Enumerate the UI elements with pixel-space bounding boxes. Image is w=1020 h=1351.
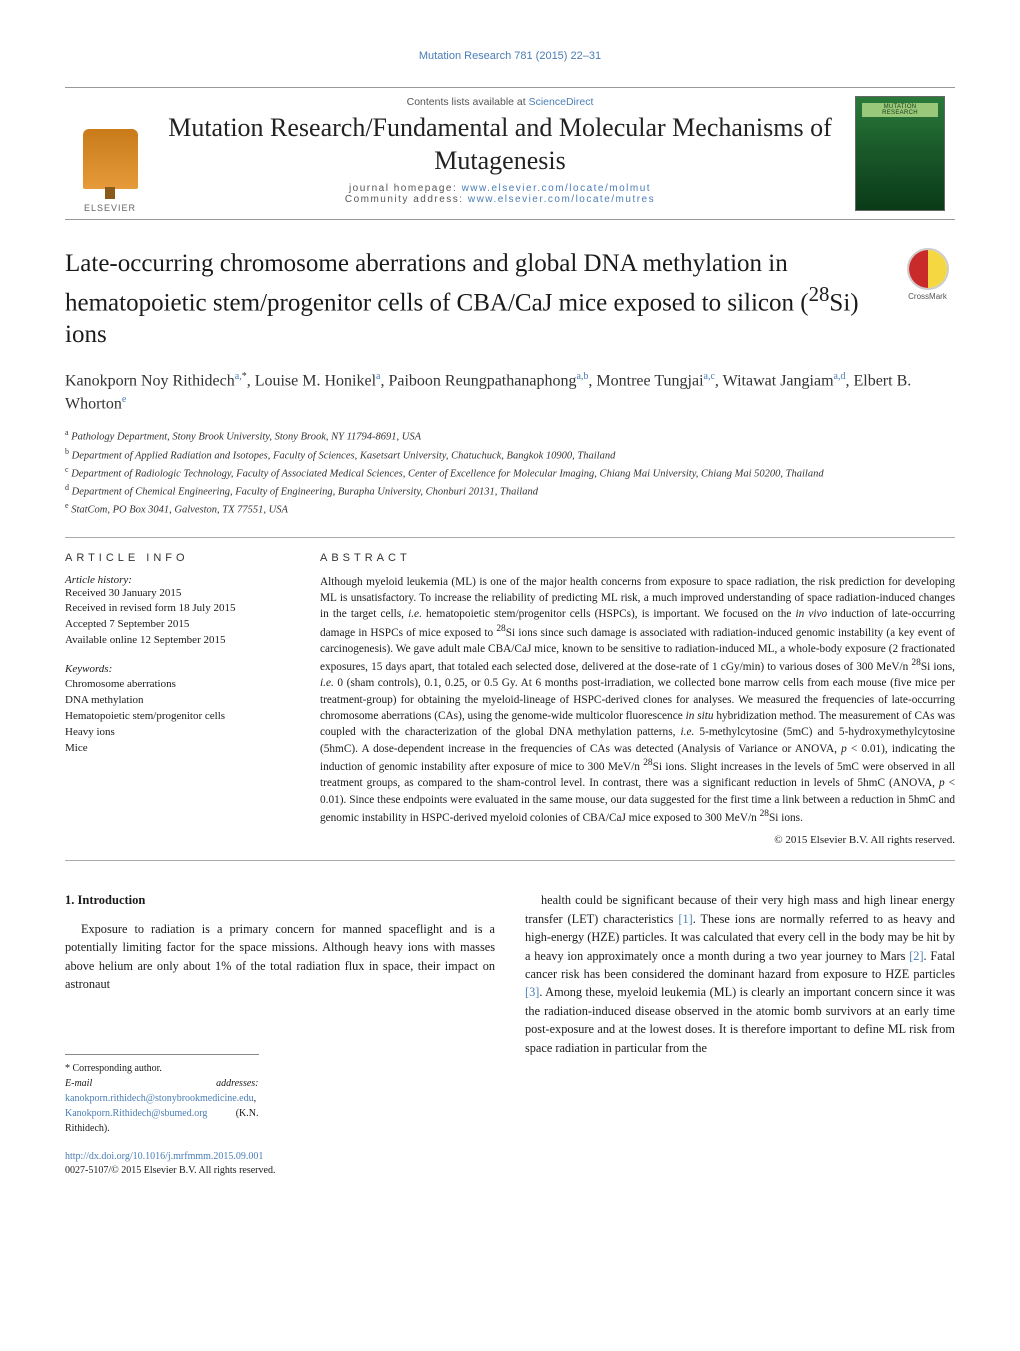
community-address-line: Community address: www.elsevier.com/loca… [165, 194, 835, 205]
affiliations: a Pathology Department, Stony Brook Univ… [65, 427, 955, 518]
intro-para-2: health could be significant because of t… [525, 891, 955, 1057]
sciencedirect-link[interactable]: ScienceDirect [529, 96, 594, 108]
homepage-label: journal homepage: [349, 183, 462, 194]
homepage-link[interactable]: www.elsevier.com/locate/molmut [462, 183, 652, 194]
affiliation-line: e StatCom, PO Box 3041, Galveston, TX 77… [65, 500, 955, 518]
community-label: Community address: [345, 194, 468, 205]
contents-available-line: Contents lists available at ScienceDirec… [165, 96, 835, 108]
article-history-label: Article history: [65, 574, 302, 586]
intro-para-1: Exposure to radiation is a primary conce… [65, 920, 495, 994]
crossmark-badge[interactable]: CrossMark [900, 248, 955, 301]
footer-block: http://dx.doi.org/10.1016/j.mrfmmm.2015.… [65, 1150, 495, 1178]
author-email-2[interactable]: Kanokporn.Rithidech@sbumed.org [65, 1108, 207, 1119]
corresponding-author-note: * Corresponding author. [65, 1061, 259, 1076]
history-line: Accepted 7 September 2015 [65, 617, 302, 633]
journal-homepage-line: journal homepage: www.elsevier.com/locat… [165, 183, 835, 194]
crossmark-label: CrossMark [908, 292, 947, 301]
author-email-1[interactable]: kanokporn.rithidech@stonybrookmedicine.e… [65, 1093, 254, 1104]
journal-name: Mutation Research/Fundamental and Molecu… [165, 112, 835, 177]
email-line: E-mail addresses: kanokporn.rithidech@st… [65, 1076, 259, 1136]
article-info-heading: article info [65, 552, 302, 564]
affiliation-line: a Pathology Department, Stony Brook Univ… [65, 427, 955, 445]
keyword: DNA methylation [65, 693, 302, 709]
doi-link[interactable]: http://dx.doi.org/10.1016/j.mrfmmm.2015.… [65, 1151, 263, 1162]
affiliation-line: c Department of Radiologic Technology, F… [65, 464, 955, 482]
article-history-lines: Received 30 January 2015Received in revi… [65, 586, 302, 650]
publisher-logo-block: ELSEVIER [65, 88, 155, 219]
history-line: Available online 12 September 2015 [65, 633, 302, 649]
keyword: Chromosome aberrations [65, 677, 302, 693]
abstract-column: abstract Although myeloid leukemia (ML) … [320, 537, 955, 861]
contents-prefix: Contents lists available at [407, 96, 529, 108]
body-columns: 1. Introduction Exposure to radiation is… [65, 891, 955, 1178]
masthead-center: Contents lists available at ScienceDirec… [155, 88, 845, 219]
issn-copyright: 0027-5107/© 2015 Elsevier B.V. All right… [65, 1165, 275, 1176]
publisher-name: ELSEVIER [84, 203, 136, 213]
article-info-column: article info Article history: Received 3… [65, 537, 320, 861]
email-label: E-mail addresses: [65, 1078, 259, 1089]
elsevier-tree-icon [83, 129, 138, 189]
keyword: Mice [65, 741, 302, 757]
history-line: Received in revised form 18 July 2015 [65, 601, 302, 617]
journal-cover-block [845, 88, 955, 219]
keyword: Heavy ions [65, 725, 302, 741]
abstract-text: Although myeloid leukemia (ML) is one of… [320, 574, 955, 827]
abstract-copyright: © 2015 Elsevier B.V. All rights reserved… [320, 834, 955, 846]
community-link[interactable]: www.elsevier.com/locate/mutres [468, 194, 655, 205]
footnotes-block: * Corresponding author. E-mail addresses… [65, 1054, 259, 1136]
keywords-list: Chromosome aberrationsDNA methylationHem… [65, 677, 302, 757]
author-list: Kanokporn Noy Rithidecha,*, Louise M. Ho… [65, 370, 955, 415]
running-head: Mutation Research 781 (2015) 22–31 [65, 50, 955, 62]
history-line: Received 30 January 2015 [65, 586, 302, 602]
section-heading-intro: 1. Introduction [65, 891, 495, 910]
crossmark-icon [907, 248, 949, 290]
journal-cover-thumbnail [855, 96, 945, 211]
masthead: ELSEVIER Contents lists available at Sci… [65, 87, 955, 220]
keywords-label: Keywords: [65, 663, 302, 675]
affiliation-line: d Department of Chemical Engineering, Fa… [65, 482, 955, 500]
affiliation-line: b Department of Applied Radiation and Is… [65, 446, 955, 464]
keyword: Hematopoietic stem/progenitor cells [65, 709, 302, 725]
article-title: Late-occurring chromosome aberrations an… [65, 248, 880, 352]
abstract-heading: abstract [320, 552, 955, 564]
